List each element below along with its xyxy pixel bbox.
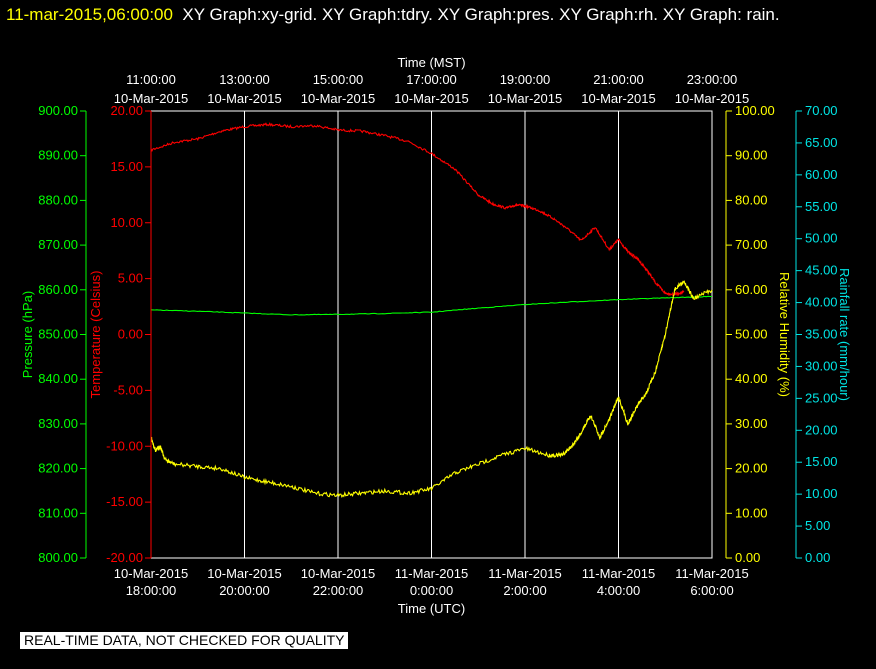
temperature-series-line <box>150 122 685 297</box>
rain-tick-label: 0.00 <box>805 550 830 565</box>
header-graph-titles: XY Graph:xy-grid. XY Graph:tdry. XY Grap… <box>182 5 780 24</box>
pressure-tick-label: 900.00 <box>38 103 78 118</box>
rain-tick-label: 5.00 <box>805 518 830 533</box>
x-bottom-axis-label: Time (UTC) <box>398 601 465 616</box>
x-top-tick-date: 10-Mar-2015 <box>301 91 375 106</box>
x-bottom-tick-time: 2:00:00 <box>503 583 546 598</box>
rain-tick-label: 30.00 <box>805 358 838 373</box>
pressure-tick-label: 810.00 <box>38 505 78 520</box>
x-top-tick-date: 10-Mar-2015 <box>488 91 562 106</box>
x-top-tick-time: 23:00:00 <box>687 72 738 87</box>
pressure-tick-label: 890.00 <box>38 148 78 163</box>
x-bottom-tick-date: 11-Mar-2015 <box>582 566 655 581</box>
rain-tick-label: 50.00 <box>805 231 838 246</box>
temperature-tick-label: -5.00 <box>113 382 143 397</box>
x-top-tick-time: 21:00:00 <box>593 72 644 87</box>
x-top-tick-date: 10-Mar-2015 <box>114 91 188 106</box>
x-bottom-tick-time: 6:00:00 <box>690 583 733 598</box>
x-bottom-tick-date: 10-Mar-2015 <box>114 566 188 581</box>
pressure-series-line <box>150 295 712 316</box>
temperature-tick-label: -20.00 <box>106 550 143 565</box>
humidity-tick-label: 70.00 <box>735 237 768 252</box>
x-top-tick-time: 13:00:00 <box>219 72 270 87</box>
chart-header: 11-mar-2015,06:00:00 XY Graph:xy-grid. X… <box>6 2 868 28</box>
x-bottom-tick-time: 22:00:00 <box>313 583 364 598</box>
humidity-tick-label: 30.00 <box>735 416 768 431</box>
x-bottom-tick-date: 10-Mar-2015 <box>207 566 281 581</box>
x-top-tick-date: 10-Mar-2015 <box>675 91 749 106</box>
rain-tick-label: 20.00 <box>805 422 838 437</box>
humidity-tick-label: 80.00 <box>735 192 768 207</box>
temperature-tick-label: 10.00 <box>110 215 143 230</box>
pressure-tick-label: 860.00 <box>38 282 78 297</box>
x-bottom-tick-time: 20:00:00 <box>219 583 270 598</box>
x-bottom-tick-time: 0:00:00 <box>410 583 453 598</box>
humidity-tick-label: 60.00 <box>735 282 768 297</box>
temperature-tick-label: -10.00 <box>106 438 143 453</box>
humidity-tick-label: 50.00 <box>735 327 768 342</box>
humidity-tick-label: 90.00 <box>735 148 768 163</box>
rain-tick-label: 35.00 <box>805 327 838 342</box>
humidity-tick-label: 10.00 <box>735 505 768 520</box>
x-top-tick-time: 17:00:00 <box>406 72 457 87</box>
rain-tick-label: 55.00 <box>805 199 838 214</box>
x-bottom-tick-date: 11-Mar-2015 <box>675 566 748 581</box>
pressure-axis-label: Pressure (hPa) <box>20 291 35 378</box>
rain-tick-label: 45.00 <box>805 263 838 278</box>
x-bottom-tick-date: 11-Mar-2015 <box>395 566 468 581</box>
pressure-tick-label: 850.00 <box>38 327 78 342</box>
humidity-tick-label: 100.00 <box>735 103 775 118</box>
x-top-tick-date: 10-Mar-2015 <box>581 91 655 106</box>
rain-tick-label: 10.00 <box>805 486 838 501</box>
humidity-tick-label: 40.00 <box>735 371 768 386</box>
temperature-tick-label: -15.00 <box>106 494 143 509</box>
pressure-tick-label: 800.00 <box>38 550 78 565</box>
rain-tick-label: 15.00 <box>805 454 838 469</box>
temperature-tick-label: 15.00 <box>110 159 143 174</box>
x-top-tick-date: 10-Mar-2015 <box>394 91 468 106</box>
x-bottom-tick-time: 4:00:00 <box>597 583 640 598</box>
rain-tick-label: 25.00 <box>805 390 838 405</box>
quality-disclaimer: REAL-TIME DATA, NOT CHECKED FOR QUALITY <box>20 632 349 649</box>
rain-axis-label: Rainfall rate (mm/hour) <box>837 268 852 401</box>
humidity-tick-label: 20.00 <box>735 461 768 476</box>
x-top-tick-time: 15:00:00 <box>313 72 364 87</box>
x-top-tick-date: 10-Mar-2015 <box>207 91 281 106</box>
pressure-tick-label: 870.00 <box>38 237 78 252</box>
rain-tick-label: 60.00 <box>805 167 838 182</box>
pressure-tick-label: 880.00 <box>38 192 78 207</box>
rain-tick-label: 65.00 <box>805 135 838 150</box>
temperature-tick-label: 0.00 <box>118 327 143 342</box>
temperature-tick-label: 5.00 <box>118 271 143 286</box>
x-top-tick-time: 11:00:00 <box>126 72 176 87</box>
humidity-tick-label: 0.00 <box>735 550 760 565</box>
temperature-axis-label: Temperature (Celsius) <box>88 271 103 399</box>
x-top-tick-time: 19:00:00 <box>500 72 551 87</box>
rain-tick-label: 70.00 <box>805 103 838 118</box>
x-top-axis-label: Time (MST) <box>397 55 465 70</box>
humidity-series-line <box>150 280 713 498</box>
pressure-tick-label: 830.00 <box>38 416 78 431</box>
rain-tick-label: 40.00 <box>805 295 838 310</box>
pressure-tick-label: 840.00 <box>38 371 78 386</box>
x-bottom-tick-date: 10-Mar-2015 <box>301 566 375 581</box>
temperature-tick-label: 20.00 <box>110 103 143 118</box>
humidity-axis-label: Relative Humidity (%) <box>777 272 792 397</box>
pressure-tick-label: 820.00 <box>38 461 78 476</box>
x-bottom-tick-date: 11-Mar-2015 <box>488 566 561 581</box>
x-bottom-tick-time: 18:00:00 <box>126 583 177 598</box>
header-timestamp: 11-mar-2015,06:00:00 <box>6 5 173 24</box>
